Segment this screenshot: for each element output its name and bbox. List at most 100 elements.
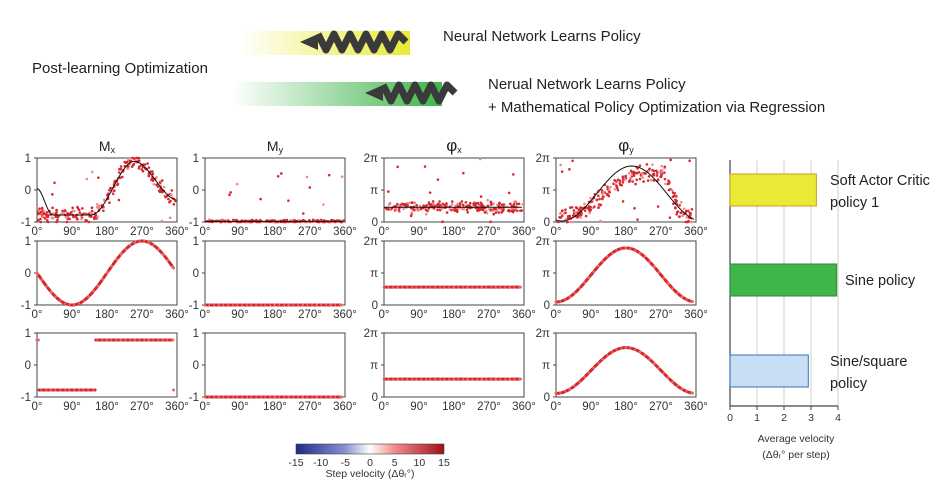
data-point <box>671 195 675 199</box>
data-point <box>432 207 436 210</box>
data-point <box>124 161 128 164</box>
y-tick-label: 2π <box>536 236 550 248</box>
data-point <box>340 175 344 179</box>
data-point <box>641 173 644 176</box>
data-point <box>480 208 484 211</box>
data-point <box>638 177 642 181</box>
data-point <box>132 162 136 166</box>
data-point <box>669 158 672 162</box>
data-point <box>65 220 69 224</box>
data-point <box>490 201 493 205</box>
data-point <box>671 191 675 194</box>
data-point <box>423 165 427 168</box>
data-point <box>497 201 501 205</box>
x-tick-label: 180° <box>614 401 638 413</box>
y-tick-label: 0 <box>544 300 550 312</box>
data-point <box>647 169 651 173</box>
data-point <box>441 220 444 224</box>
data-point <box>652 179 656 182</box>
column-title-main: φ <box>618 136 629 155</box>
data-point <box>685 216 689 219</box>
data-point <box>171 338 175 342</box>
data-point <box>53 181 56 185</box>
data-point <box>519 209 522 212</box>
data-point <box>616 188 620 192</box>
data-point <box>157 189 161 193</box>
data-point <box>436 208 439 212</box>
data-point <box>507 191 511 195</box>
x-axis-label: Average velocity <box>758 433 836 445</box>
data-point <box>424 208 428 212</box>
data-point <box>595 198 599 202</box>
data-point <box>113 189 116 192</box>
data-point <box>663 171 666 174</box>
data-point <box>235 218 238 222</box>
data-point <box>259 197 262 201</box>
data-point <box>413 201 417 205</box>
data-point <box>511 210 515 214</box>
data-point <box>664 182 667 186</box>
data-point <box>38 207 41 210</box>
x-tick-label: 90° <box>63 309 80 321</box>
data-point <box>152 182 156 186</box>
post-learning-label: Post-learning Optimization <box>32 60 208 77</box>
data-point <box>647 175 651 178</box>
data-point <box>691 391 694 395</box>
data-point <box>172 202 176 206</box>
data-point <box>656 171 659 174</box>
x-tick-label: 90° <box>231 226 248 238</box>
data-point <box>36 212 40 216</box>
data-point <box>118 176 122 180</box>
y-tick-label: 0 <box>372 300 378 312</box>
y-tick-label: 0 <box>193 185 199 197</box>
y-tick-label: -1 <box>189 217 199 229</box>
data-point <box>147 166 151 169</box>
data-point <box>40 207 44 210</box>
data-point <box>108 201 111 205</box>
data-point <box>118 171 121 174</box>
panel-frame <box>555 240 697 306</box>
y-tick-label: 1 <box>193 328 199 340</box>
data-point <box>45 210 49 214</box>
data-point <box>52 212 55 216</box>
x-tick-label: 0° <box>200 309 211 321</box>
data-point <box>566 220 569 224</box>
data-point <box>118 167 121 171</box>
column-title-sub: x <box>457 145 462 155</box>
data-point <box>621 176 625 179</box>
data-point <box>90 170 94 174</box>
data-point <box>635 178 639 182</box>
data-point <box>660 170 664 174</box>
data-point <box>72 215 75 219</box>
x-tick-label: 3 <box>808 412 814 424</box>
data-point <box>679 211 683 215</box>
data-point <box>36 338 40 342</box>
data-point <box>61 209 64 213</box>
column-title-main: φ <box>446 136 457 155</box>
data-point <box>160 190 164 194</box>
y-tick-label: 0 <box>544 217 550 229</box>
data-point <box>577 214 581 217</box>
y-tick-label: 0 <box>25 360 31 372</box>
data-point <box>483 211 487 214</box>
data-point <box>613 187 617 191</box>
column-title-sub: y <box>629 145 634 155</box>
data-point <box>131 156 134 160</box>
data-point <box>659 175 662 179</box>
data-point <box>688 211 692 215</box>
data-point <box>409 214 413 218</box>
x-axis-label: (Δθᵣ° per step) <box>762 449 829 461</box>
data-point <box>97 204 101 208</box>
data-point <box>97 206 101 210</box>
data-point <box>608 190 612 194</box>
data-point <box>119 165 123 168</box>
data-point <box>85 177 89 181</box>
data-point <box>675 195 678 198</box>
data-point <box>75 217 79 220</box>
y-tick-label: 2π <box>536 328 550 340</box>
data-point <box>438 200 441 203</box>
data-point <box>515 209 519 213</box>
data-point <box>280 172 283 175</box>
panel-frame <box>204 157 346 223</box>
